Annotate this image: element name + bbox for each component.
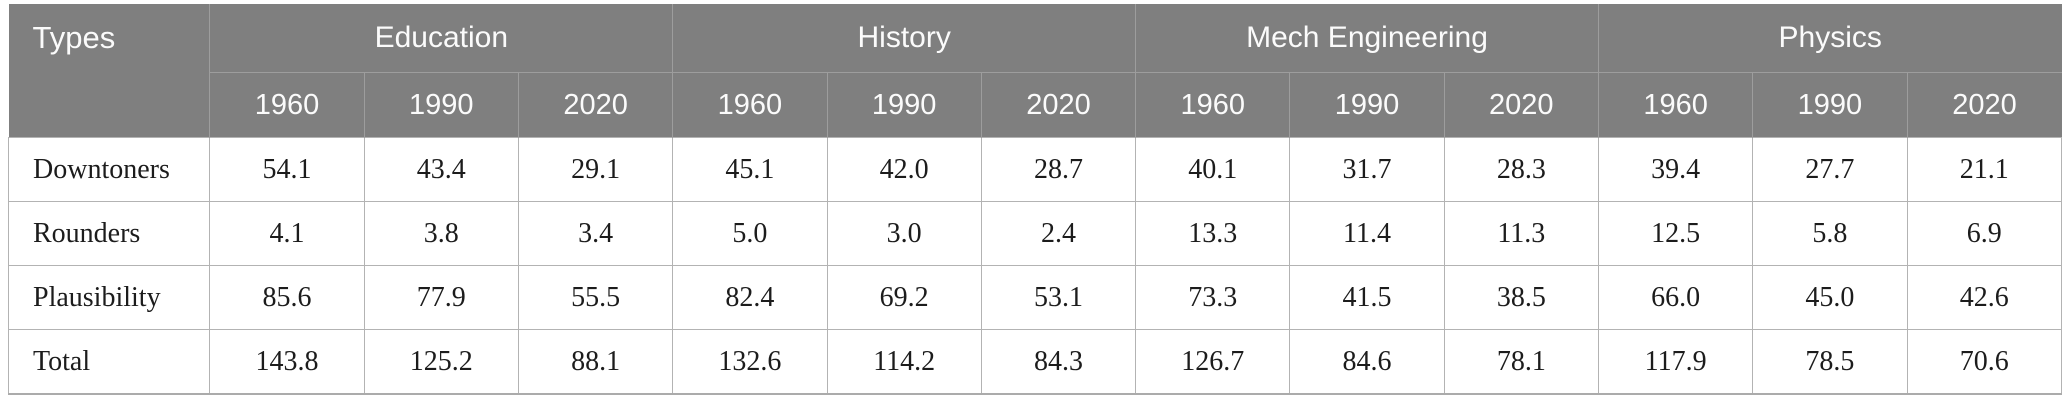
group-header-mech-engineering: Mech Engineering bbox=[1135, 4, 1599, 73]
data-cell: 70.6 bbox=[1906, 329, 2063, 395]
row-label-cell: Downtoners bbox=[7, 137, 211, 202]
group-header-history: History bbox=[672, 4, 1136, 73]
data-cell: 45.0 bbox=[1752, 265, 1908, 330]
row-label-cell: Total bbox=[7, 329, 211, 395]
data-cell: 84.6 bbox=[1289, 329, 1445, 395]
data-cell: 3.0 bbox=[826, 201, 982, 266]
data-cell: 78.1 bbox=[1443, 329, 1599, 395]
data-cell: 3.8 bbox=[363, 201, 519, 266]
data-cell: 6.9 bbox=[1906, 201, 2063, 266]
data-cell: 143.8 bbox=[209, 329, 365, 395]
data-cell: 43.4 bbox=[363, 137, 519, 202]
year-header-cell: 1960 bbox=[672, 72, 828, 138]
year-header-cell: 2020 bbox=[980, 72, 1136, 138]
data-cell: 28.3 bbox=[1443, 137, 1599, 202]
data-cell: 11.4 bbox=[1289, 201, 1445, 266]
types-header-cell: Types bbox=[8, 4, 210, 138]
data-cell: 27.7 bbox=[1752, 137, 1908, 202]
data-cell: 88.1 bbox=[517, 329, 674, 395]
year-header-cell: 1960 bbox=[1597, 72, 1753, 138]
data-cell: 3.4 bbox=[517, 201, 674, 266]
data-cell: 29.1 bbox=[517, 137, 674, 202]
data-cell: 55.5 bbox=[517, 265, 674, 330]
data-cell: 5.0 bbox=[672, 201, 828, 266]
year-header-cell: 1960 bbox=[209, 72, 365, 138]
data-cell: 78.5 bbox=[1752, 329, 1908, 395]
data-cell: 41.5 bbox=[1289, 265, 1445, 330]
data-cell: 2.4 bbox=[980, 201, 1137, 266]
data-cell: 125.2 bbox=[363, 329, 519, 395]
group-header-education: Education bbox=[209, 4, 673, 73]
year-header-cell: 1960 bbox=[1135, 72, 1290, 138]
data-cell: 53.1 bbox=[980, 265, 1137, 330]
data-cell: 31.7 bbox=[1289, 137, 1445, 202]
year-header-cell: 2020 bbox=[517, 72, 673, 138]
row-label-cell: Rounders bbox=[7, 201, 211, 266]
data-cell: 21.1 bbox=[1906, 137, 2063, 202]
year-header-cell: 2020 bbox=[1443, 72, 1599, 138]
data-cell: 85.6 bbox=[209, 265, 365, 330]
year-header-row: 1960 1990 2020 1960 1990 2020 1960 1990 … bbox=[9, 72, 2062, 138]
data-cell: 126.7 bbox=[1135, 329, 1291, 395]
group-header-physics: Physics bbox=[1597, 4, 2062, 73]
data-cell: 11.3 bbox=[1443, 201, 1599, 266]
table-row-total: Total 143.8 125.2 88.1 132.6 114.2 84.3 … bbox=[7, 329, 2063, 395]
data-cell: 132.6 bbox=[672, 329, 828, 395]
data-cell: 66.0 bbox=[1597, 265, 1754, 330]
data-cell: 38.5 bbox=[1443, 265, 1599, 330]
data-cell: 54.1 bbox=[209, 137, 365, 202]
data-cell: 45.1 bbox=[672, 137, 828, 202]
data-cell: 84.3 bbox=[980, 329, 1137, 395]
row-label-cell: Plausibility bbox=[7, 265, 211, 330]
data-cell: 77.9 bbox=[363, 265, 519, 330]
year-header-cell: 1990 bbox=[363, 72, 519, 138]
data-cell: 4.1 bbox=[209, 201, 365, 266]
table-figure: Types Education History Mech Engineering… bbox=[7, 4, 2063, 395]
data-cell: 12.5 bbox=[1597, 201, 1754, 266]
data-cell: 82.4 bbox=[672, 265, 828, 330]
data-cell: 69.2 bbox=[826, 265, 982, 330]
data-table: Types Education History Mech Engineering… bbox=[7, 4, 2063, 395]
data-cell: 39.4 bbox=[1597, 137, 1754, 202]
year-header-cell: 1990 bbox=[1752, 72, 1908, 138]
data-cell: 42.0 bbox=[826, 137, 982, 202]
table-row-downtoners: Downtoners 54.1 43.4 29.1 45.1 42.0 28.7… bbox=[7, 137, 2063, 202]
data-cell: 114.2 bbox=[826, 329, 982, 395]
data-cell: 5.8 bbox=[1752, 201, 1908, 266]
data-cell: 73.3 bbox=[1135, 265, 1291, 330]
data-cell: 117.9 bbox=[1597, 329, 1754, 395]
table-row-rounders: Rounders 4.1 3.8 3.4 5.0 3.0 2.4 13.3 11… bbox=[7, 201, 2063, 266]
data-cell: 28.7 bbox=[980, 137, 1137, 202]
data-cell: 42.6 bbox=[1906, 265, 2063, 330]
table-row-plausibility: Plausibility 85.6 77.9 55.5 82.4 69.2 53… bbox=[7, 265, 2063, 330]
year-header-cell: 1990 bbox=[826, 72, 982, 138]
data-cell: 13.3 bbox=[1135, 201, 1291, 266]
year-header-cell: 2020 bbox=[1906, 72, 2062, 138]
data-cell: 40.1 bbox=[1135, 137, 1291, 202]
year-header-cell: 1990 bbox=[1289, 72, 1445, 138]
group-header-row: Types Education History Mech Engineering… bbox=[8, 4, 2062, 138]
